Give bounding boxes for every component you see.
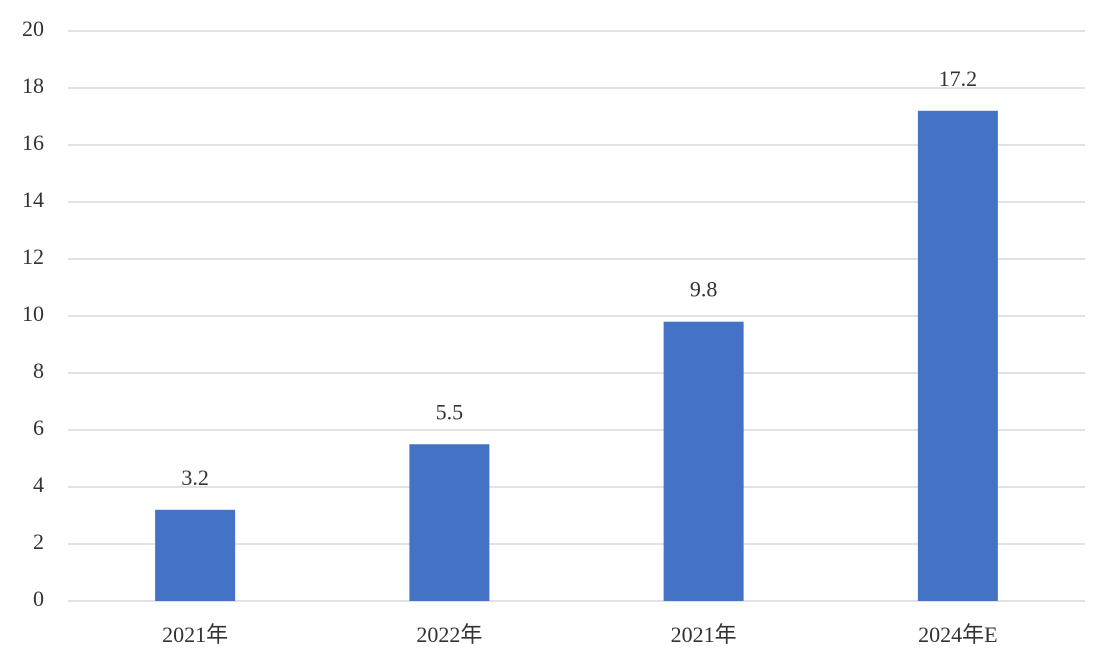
data-label: 17.2: [939, 66, 978, 91]
y-tick-label: 4: [33, 472, 44, 497]
data-label: 9.8: [690, 277, 718, 302]
bar: [663, 321, 744, 601]
bar: [409, 444, 490, 601]
y-tick-label: 18: [22, 73, 44, 98]
y-tick-label: 10: [22, 301, 44, 326]
x-tick-label: 2021年: [162, 622, 228, 647]
y-tick-label: 20: [22, 16, 44, 41]
bar: [155, 509, 236, 601]
x-tick-label: 2022年: [416, 622, 482, 647]
x-tick-label: 2021年: [671, 622, 737, 647]
y-tick-label: 14: [22, 187, 44, 212]
data-label: 3.2: [181, 465, 209, 490]
y-tick-label: 6: [33, 415, 44, 440]
y-tick-label: 0: [33, 586, 44, 611]
y-tick-label: 8: [33, 358, 44, 383]
bar: [917, 110, 998, 602]
x-tick-label: 2024年E: [918, 622, 997, 647]
y-tick-label: 16: [22, 130, 44, 155]
y-tick-label: 12: [22, 244, 44, 269]
data-label: 5.5: [436, 399, 464, 424]
y-tick-label: 2: [33, 529, 44, 554]
